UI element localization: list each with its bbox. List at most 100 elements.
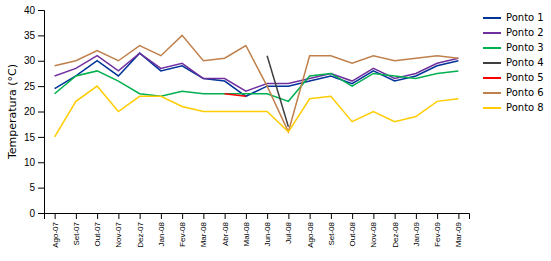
y-tick-mark [38,213,44,214]
x-tick-label: Jan-08 [157,221,166,246]
x-tick-label: Jan-09 [412,221,421,246]
x-tick-mark [416,213,417,219]
legend-swatch [483,77,501,79]
x-tick-mark [203,213,204,219]
legend-label: Ponto 3 [506,42,544,53]
legend-label: Ponto 2 [506,27,544,38]
x-tick: Jun-08 [263,213,272,246]
y-tick: 30 [24,55,44,66]
y-tick: 35 [24,30,44,41]
y-tick-mark [38,112,44,113]
y-axis-title: Temperatura (°C) [6,64,19,160]
x-tick-label: Jun-08 [263,221,272,246]
y-tick-label: 40 [24,5,36,16]
x-tick: Dez-07 [136,213,145,248]
chart-container: 0 5 10 15 20 25 30 35 40 Ago-07 Set-07 Out-07 Nov-07… [0,0,551,261]
x-tick: Mar-08 [199,213,208,247]
x-tick-mark [395,213,396,219]
legend: Ponto 1 Ponto 2 Ponto 3 Ponto 4 Ponto 5 Ponto… [483,12,544,113]
y-tick-label: 20 [24,106,36,117]
x-tick: Ago-07 [51,213,60,248]
y-tick: 5 [29,182,44,193]
x-tick-mark [97,213,98,219]
lines [55,35,459,137]
x-axis: Ago-07 Set-07 Out-07 Nov-07 Dez-07 Jan-08 Fev-… [45,213,470,248]
legend-label: Ponto 8 [506,102,544,113]
x-tick-mark [331,213,332,219]
legend-item: Ponto 2 [483,27,544,38]
y-tick-label: 15 [24,132,36,143]
chart-svg: 0 5 10 15 20 25 30 35 40 Ago-07 Set-07 Out-07 Nov-07… [0,0,551,261]
x-tick-mark [458,213,459,219]
x-tick-mark [118,213,119,219]
x-tick: Jul-08 [284,213,293,244]
legend-item: Ponto 6 [483,87,544,98]
x-tick: Abr-08 [221,213,230,246]
x-tick-mark [55,213,56,219]
series-line [55,71,459,101]
y-tick-mark [38,162,44,163]
x-tick-mark [140,213,141,219]
y-tick: 40 [24,5,44,16]
x-tick-label: Dez-07 [136,221,145,247]
x-tick-label: Set-07 [72,221,81,245]
x-tick: Ago-08 [306,213,315,248]
y-tick: 0 [29,208,44,219]
y-tick-label: 25 [24,81,36,92]
y-tick-label: 5 [29,182,35,193]
y-tick-label: 10 [24,157,36,168]
y-tick: 15 [24,132,44,143]
series-line [225,94,246,97]
x-tick: Mai-08 [242,213,251,246]
plot-area: 0 5 10 15 20 25 30 35 40 Ago-07 Set-07 Out-07 Nov-07… [24,5,470,248]
y-tick-mark [38,61,44,62]
x-tick: Fev-09 [433,213,442,247]
x-axis-line [45,214,470,220]
x-tick-label: Dez-08 [391,221,400,247]
y-tick-label: 35 [24,30,36,41]
legend-item: Ponto 1 [483,12,544,23]
legend-label: Ponto 5 [506,72,544,83]
legend-swatch [483,107,501,109]
y-tick-label: 0 [29,208,35,219]
x-tick: Dez-08 [391,213,400,248]
x-tick-label: Nov-08 [369,221,378,247]
y-tick-mark [38,35,44,36]
x-tick: Mar-09 [454,213,463,247]
x-tick-label: Mai-08 [242,221,251,246]
x-tick-mark [437,213,438,219]
y-axis: 0 5 10 15 20 25 30 35 40 [24,5,45,219]
legend-item: Ponto 5 [483,72,544,83]
x-tick: Jan-09 [412,213,421,246]
x-tick-label: Ago-08 [306,221,315,247]
y-axis-line [38,11,45,214]
x-tick-label: Mar-08 [199,221,208,247]
x-tick: Nov-07 [114,213,123,248]
legend-item: Ponto 8 [483,102,544,113]
x-tick: Out-08 [348,213,357,246]
legend-swatch [483,32,501,34]
y-tick-mark [38,137,44,138]
legend-item: Ponto 4 [483,57,544,68]
x-tick: Out-07 [93,213,102,246]
x-tick-label: Out-08 [348,221,357,246]
x-tick-label: Fev-08 [178,221,187,246]
x-tick-mark [352,213,353,219]
x-tick-mark [76,213,77,219]
x-tick: Set-07 [72,213,81,246]
x-tick-mark [182,213,183,219]
y-tick: 10 [24,157,44,168]
series-line [55,35,459,131]
x-tick: Set-08 [327,213,336,246]
y-tick: 20 [24,106,44,117]
legend-item: Ponto 3 [483,42,544,53]
x-tick-label: Mar-09 [454,221,463,247]
legend-swatch [483,62,501,64]
x-tick-label: Ago-07 [51,221,60,247]
x-tick: Jan-08 [157,213,166,246]
x-tick-label: Out-07 [93,221,102,246]
y-tick-label: 30 [24,55,36,66]
x-tick-label: Nov-07 [114,221,123,247]
legend-swatch [483,92,501,94]
x-tick-label: Set-08 [327,221,336,245]
